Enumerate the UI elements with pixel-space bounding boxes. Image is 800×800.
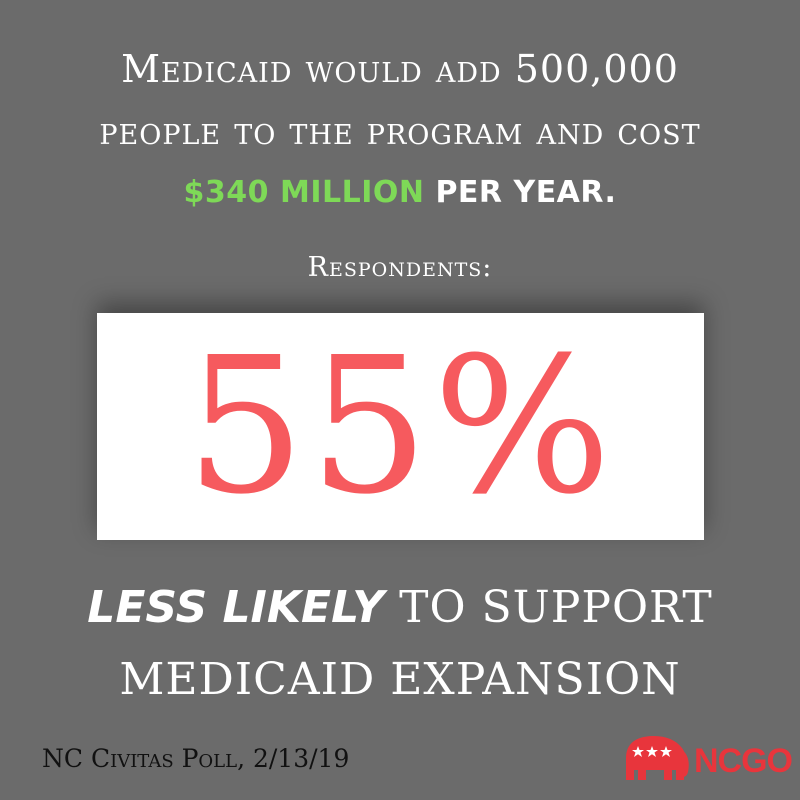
headline: Medicaid would add 500,000 people to the… xyxy=(0,38,800,224)
tagline-line-1: LESS LIKELY TO SUPPORT xyxy=(0,572,800,644)
logo-graphic: NCGOP xyxy=(626,736,792,780)
cost-period: PER YEAR. xyxy=(424,175,617,210)
cost-figure: $340 MILLION xyxy=(183,175,425,210)
tagline-emphasis: LESS LIKELY xyxy=(87,582,385,633)
headline-line-2: people to the program and cost xyxy=(99,109,701,153)
headline-line-1: Medicaid would add 500,000 xyxy=(121,47,679,91)
stat-box: 55% xyxy=(97,313,704,540)
ncgop-logo: NCGOP xyxy=(620,728,792,792)
logo-wordmark: NCGOP xyxy=(694,742,792,780)
elephant-icon xyxy=(626,736,689,780)
headline-line-3: $340 MILLION PER YEAR. xyxy=(0,162,800,224)
tagline-rest: TO SUPPORT xyxy=(384,582,713,633)
source-citation: NC Civitas Poll, 2/13/19 xyxy=(42,744,350,773)
tagline: LESS LIKELY TO SUPPORT MEDICAID EXPANSIO… xyxy=(0,572,800,716)
tagline-line-2: MEDICAID EXPANSION xyxy=(119,654,681,705)
respondents-label: Respondents: xyxy=(307,252,493,283)
stat-percentage: 55% xyxy=(185,317,616,536)
